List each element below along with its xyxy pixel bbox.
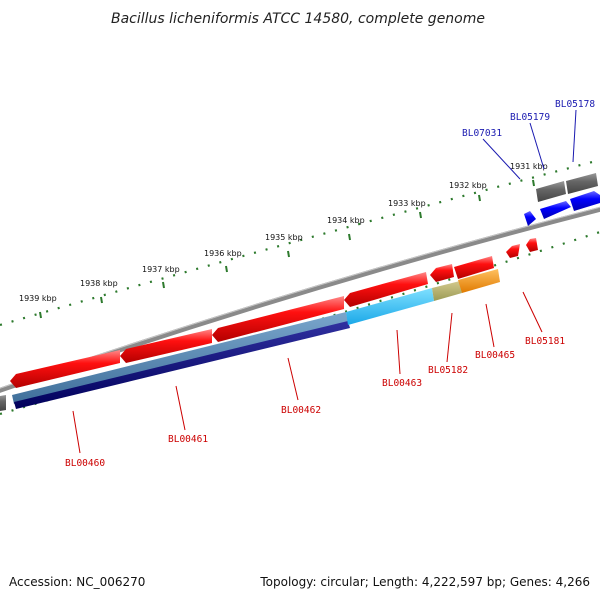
gene-label: BL00462 xyxy=(281,405,321,416)
gene-arrow-bl00465 xyxy=(454,256,494,279)
genome-summary-text: Topology: circular; Length: 4,222,597 bp… xyxy=(259,575,590,589)
gene-arrow-bl00462 xyxy=(212,296,344,342)
gene-arrow-bl05182 xyxy=(430,264,454,282)
gene-arrow-bl00463 xyxy=(344,272,428,307)
gene-label: BL05178 xyxy=(555,99,595,110)
gene-labels: BL00460 BL00461 BL00462 BL00463 BL05182 … xyxy=(65,99,595,469)
feature-bar-khaki xyxy=(432,281,462,301)
gene-arrow-gray-2 xyxy=(566,173,598,194)
tick-label: 1939 kbp xyxy=(19,294,57,303)
tick-label: 1933 kbp xyxy=(388,199,426,208)
tick-label: 1936 kbp xyxy=(204,249,242,258)
gene-arrow-bl05181-b xyxy=(526,238,538,252)
tick-label: 1935 kbp xyxy=(265,233,303,242)
gene-arrow-blue-2 xyxy=(540,201,571,219)
tick-label: 1937 kbp xyxy=(142,265,180,274)
gene-label: BL00460 xyxy=(65,458,105,469)
tick-label: 1931 kbp xyxy=(510,162,548,171)
feature-bar-steel xyxy=(12,312,348,404)
gene-label: BL00461 xyxy=(168,434,208,445)
accession-text: Accession: NC_006270 xyxy=(9,575,145,589)
gene-label: BL00465 xyxy=(475,350,515,361)
gene-label: BL05182 xyxy=(428,365,468,376)
gene-arrow-bl00461 xyxy=(120,329,212,363)
leader-lines xyxy=(72,109,577,454)
feature-bar-cyan xyxy=(346,288,434,325)
gene-arrow-bl00460 xyxy=(10,350,120,388)
gene-label: BL07031 xyxy=(462,128,502,139)
gene-arrow-bl05181-a xyxy=(506,244,520,258)
map-title: Bacillus licheniformis ATCC 14580, compl… xyxy=(111,11,485,27)
gene-label: BL05179 xyxy=(510,112,550,123)
feature-bar-gray-left xyxy=(0,395,6,411)
tick-label: 1938 kbp xyxy=(80,279,118,288)
forward-genes xyxy=(10,238,538,388)
gene-arrow-gray-1 xyxy=(536,181,566,202)
upper-genes xyxy=(524,173,600,226)
major-ticks xyxy=(39,179,535,319)
gene-arrow-blue-1 xyxy=(524,211,536,226)
tick-labels: 1931 kbp 1932 kbp 1933 kbp 1934 kbp 1935… xyxy=(19,162,548,303)
outer-tick-ring xyxy=(0,158,600,327)
feature-bar-orange xyxy=(458,269,500,293)
gene-label: BL00463 xyxy=(382,378,422,389)
tick-label: 1934 kbp xyxy=(327,216,365,225)
feature-bar-navy xyxy=(14,321,350,409)
reverse-features xyxy=(0,269,500,411)
gene-label: BL05181 xyxy=(525,336,565,347)
tick-label: 1932 kbp xyxy=(449,181,487,190)
gene-arrow-blue-3 xyxy=(570,191,600,211)
